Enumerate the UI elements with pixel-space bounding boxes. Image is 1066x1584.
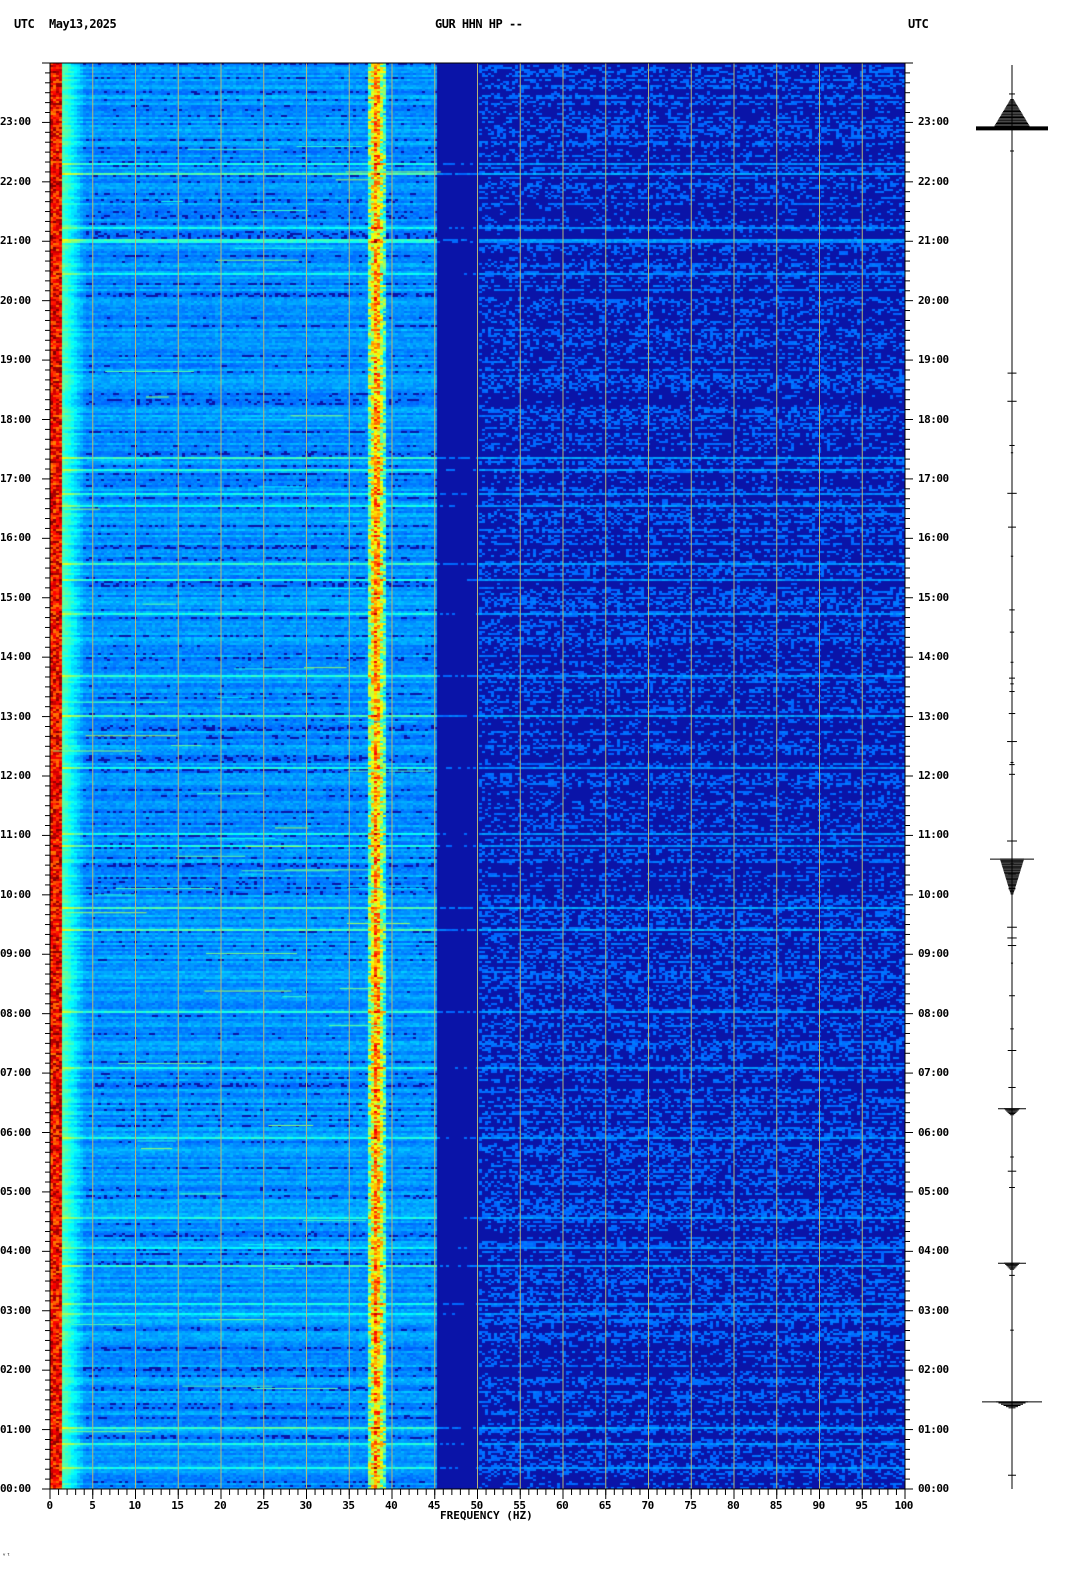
- y-tick-label-left: 09:00: [0, 947, 31, 961]
- y-tick-label-left: 08:00: [0, 1006, 31, 1020]
- x-tick-label: 70: [641, 1499, 655, 1512]
- y-tick-label-left: 19:00: [0, 353, 31, 367]
- timezone-left: UTC: [14, 17, 35, 31]
- x-tick-label: 55: [513, 1499, 526, 1512]
- y-tick-label-left: 14:00: [0, 650, 31, 664]
- y-tick-label-right: 07:00: [918, 1066, 949, 1080]
- y-tick-label-right: 09:00: [918, 947, 949, 961]
- y-tick-label-right: 06:00: [918, 1125, 949, 1139]
- x-tick-label: 30: [299, 1499, 313, 1512]
- y-tick-label-right: 02:00: [918, 1363, 949, 1377]
- y-tick-label-right: 14:00: [918, 650, 949, 664]
- y-tick-label-right: 13:00: [918, 709, 949, 723]
- x-tick-label: 100: [894, 1499, 914, 1512]
- y-tick-label-left: 07:00: [0, 1066, 31, 1080]
- x-tick-label: 95: [855, 1499, 868, 1512]
- x-tick-label: 80: [727, 1499, 740, 1512]
- y-tick-label-left: 15:00: [0, 590, 31, 604]
- y-tick-label-left: 16:00: [0, 531, 31, 545]
- y-tick-label-left: 03:00: [0, 1303, 31, 1317]
- y-tick-label-left: 23:00: [0, 115, 31, 129]
- x-tick-label: 5: [89, 1499, 96, 1512]
- chart-title: GUR HHN HP --: [435, 17, 523, 31]
- y-tick-label-left: 13:00: [0, 709, 31, 723]
- x-tick-label: 45: [427, 1499, 441, 1512]
- y-tick-label-right: 21:00: [918, 234, 949, 248]
- y-tick-label-left: 06:00: [0, 1125, 31, 1139]
- x-tick-label: 60: [556, 1499, 569, 1512]
- x-tick-label: 20: [214, 1499, 227, 1512]
- y-tick-label-left: 00:00: [0, 1482, 31, 1495]
- x-tick-label: 50: [470, 1499, 484, 1512]
- y-tick-label-left: 18:00: [0, 412, 31, 426]
- y-tick-label-right: 15:00: [918, 590, 949, 604]
- y-tick-label-left: 01:00: [0, 1422, 31, 1436]
- footer-mark: ᵛᵗ: [2, 1552, 11, 1560]
- y-tick-label-right: 20:00: [918, 293, 949, 307]
- y-tick-label-left: 05:00: [0, 1184, 31, 1198]
- y-tick-label-right: 00:00: [918, 1482, 949, 1495]
- x-tick-label: 35: [342, 1499, 355, 1512]
- y-tick-label-right: 16:00: [918, 531, 949, 545]
- x-tick-label: 85: [769, 1499, 783, 1512]
- y-tick-label-right: 19:00: [918, 353, 949, 367]
- x-tick-label: 10: [128, 1499, 142, 1512]
- y-tick-label-right: 23:00: [918, 115, 949, 129]
- x-axis-label: FREQUENCY (HZ): [440, 1509, 533, 1522]
- date-label: May13,2025: [49, 17, 117, 31]
- y-tick-label-left: 10:00: [0, 887, 31, 901]
- y-tick-label-right: 10:00: [918, 887, 949, 901]
- y-tick-label-right: 08:00: [918, 1006, 949, 1020]
- y-tick-label-left: 12:00: [0, 769, 31, 782]
- y-tick-label-right: 12:00: [918, 769, 949, 782]
- y-tick-label-left: 02:00: [0, 1363, 31, 1377]
- x-tick-label: 25: [256, 1499, 270, 1512]
- y-tick-label-left: 21:00: [0, 234, 31, 248]
- y-tick-label-right: 03:00: [918, 1303, 949, 1317]
- x-tick-label: 75: [684, 1499, 697, 1512]
- y-tick-label-right: 04:00: [918, 1244, 949, 1258]
- y-tick-label-right: 22:00: [918, 174, 949, 188]
- y-tick-label-left: 17:00: [0, 471, 31, 485]
- y-tick-label-right: 18:00: [918, 412, 949, 426]
- x-tick-label: 40: [385, 1499, 398, 1512]
- x-tick-label: 0: [46, 1499, 54, 1512]
- timezone-right: UTC: [908, 17, 929, 31]
- y-tick-label-left: 04:00: [0, 1244, 31, 1258]
- y-tick-label-right: 05:00: [918, 1184, 949, 1198]
- x-tick-label: 90: [812, 1499, 826, 1512]
- y-tick-label-right: 17:00: [918, 471, 949, 485]
- x-tick-label: 15: [171, 1499, 184, 1512]
- y-tick-label-left: 22:00: [0, 174, 31, 188]
- y-tick-label-right: 01:00: [918, 1422, 949, 1436]
- x-tick-label: 65: [598, 1499, 612, 1512]
- y-tick-label-right: 11:00: [918, 828, 949, 842]
- y-tick-label-left: 11:00: [0, 828, 31, 842]
- y-tick-label-left: 20:00: [0, 293, 31, 307]
